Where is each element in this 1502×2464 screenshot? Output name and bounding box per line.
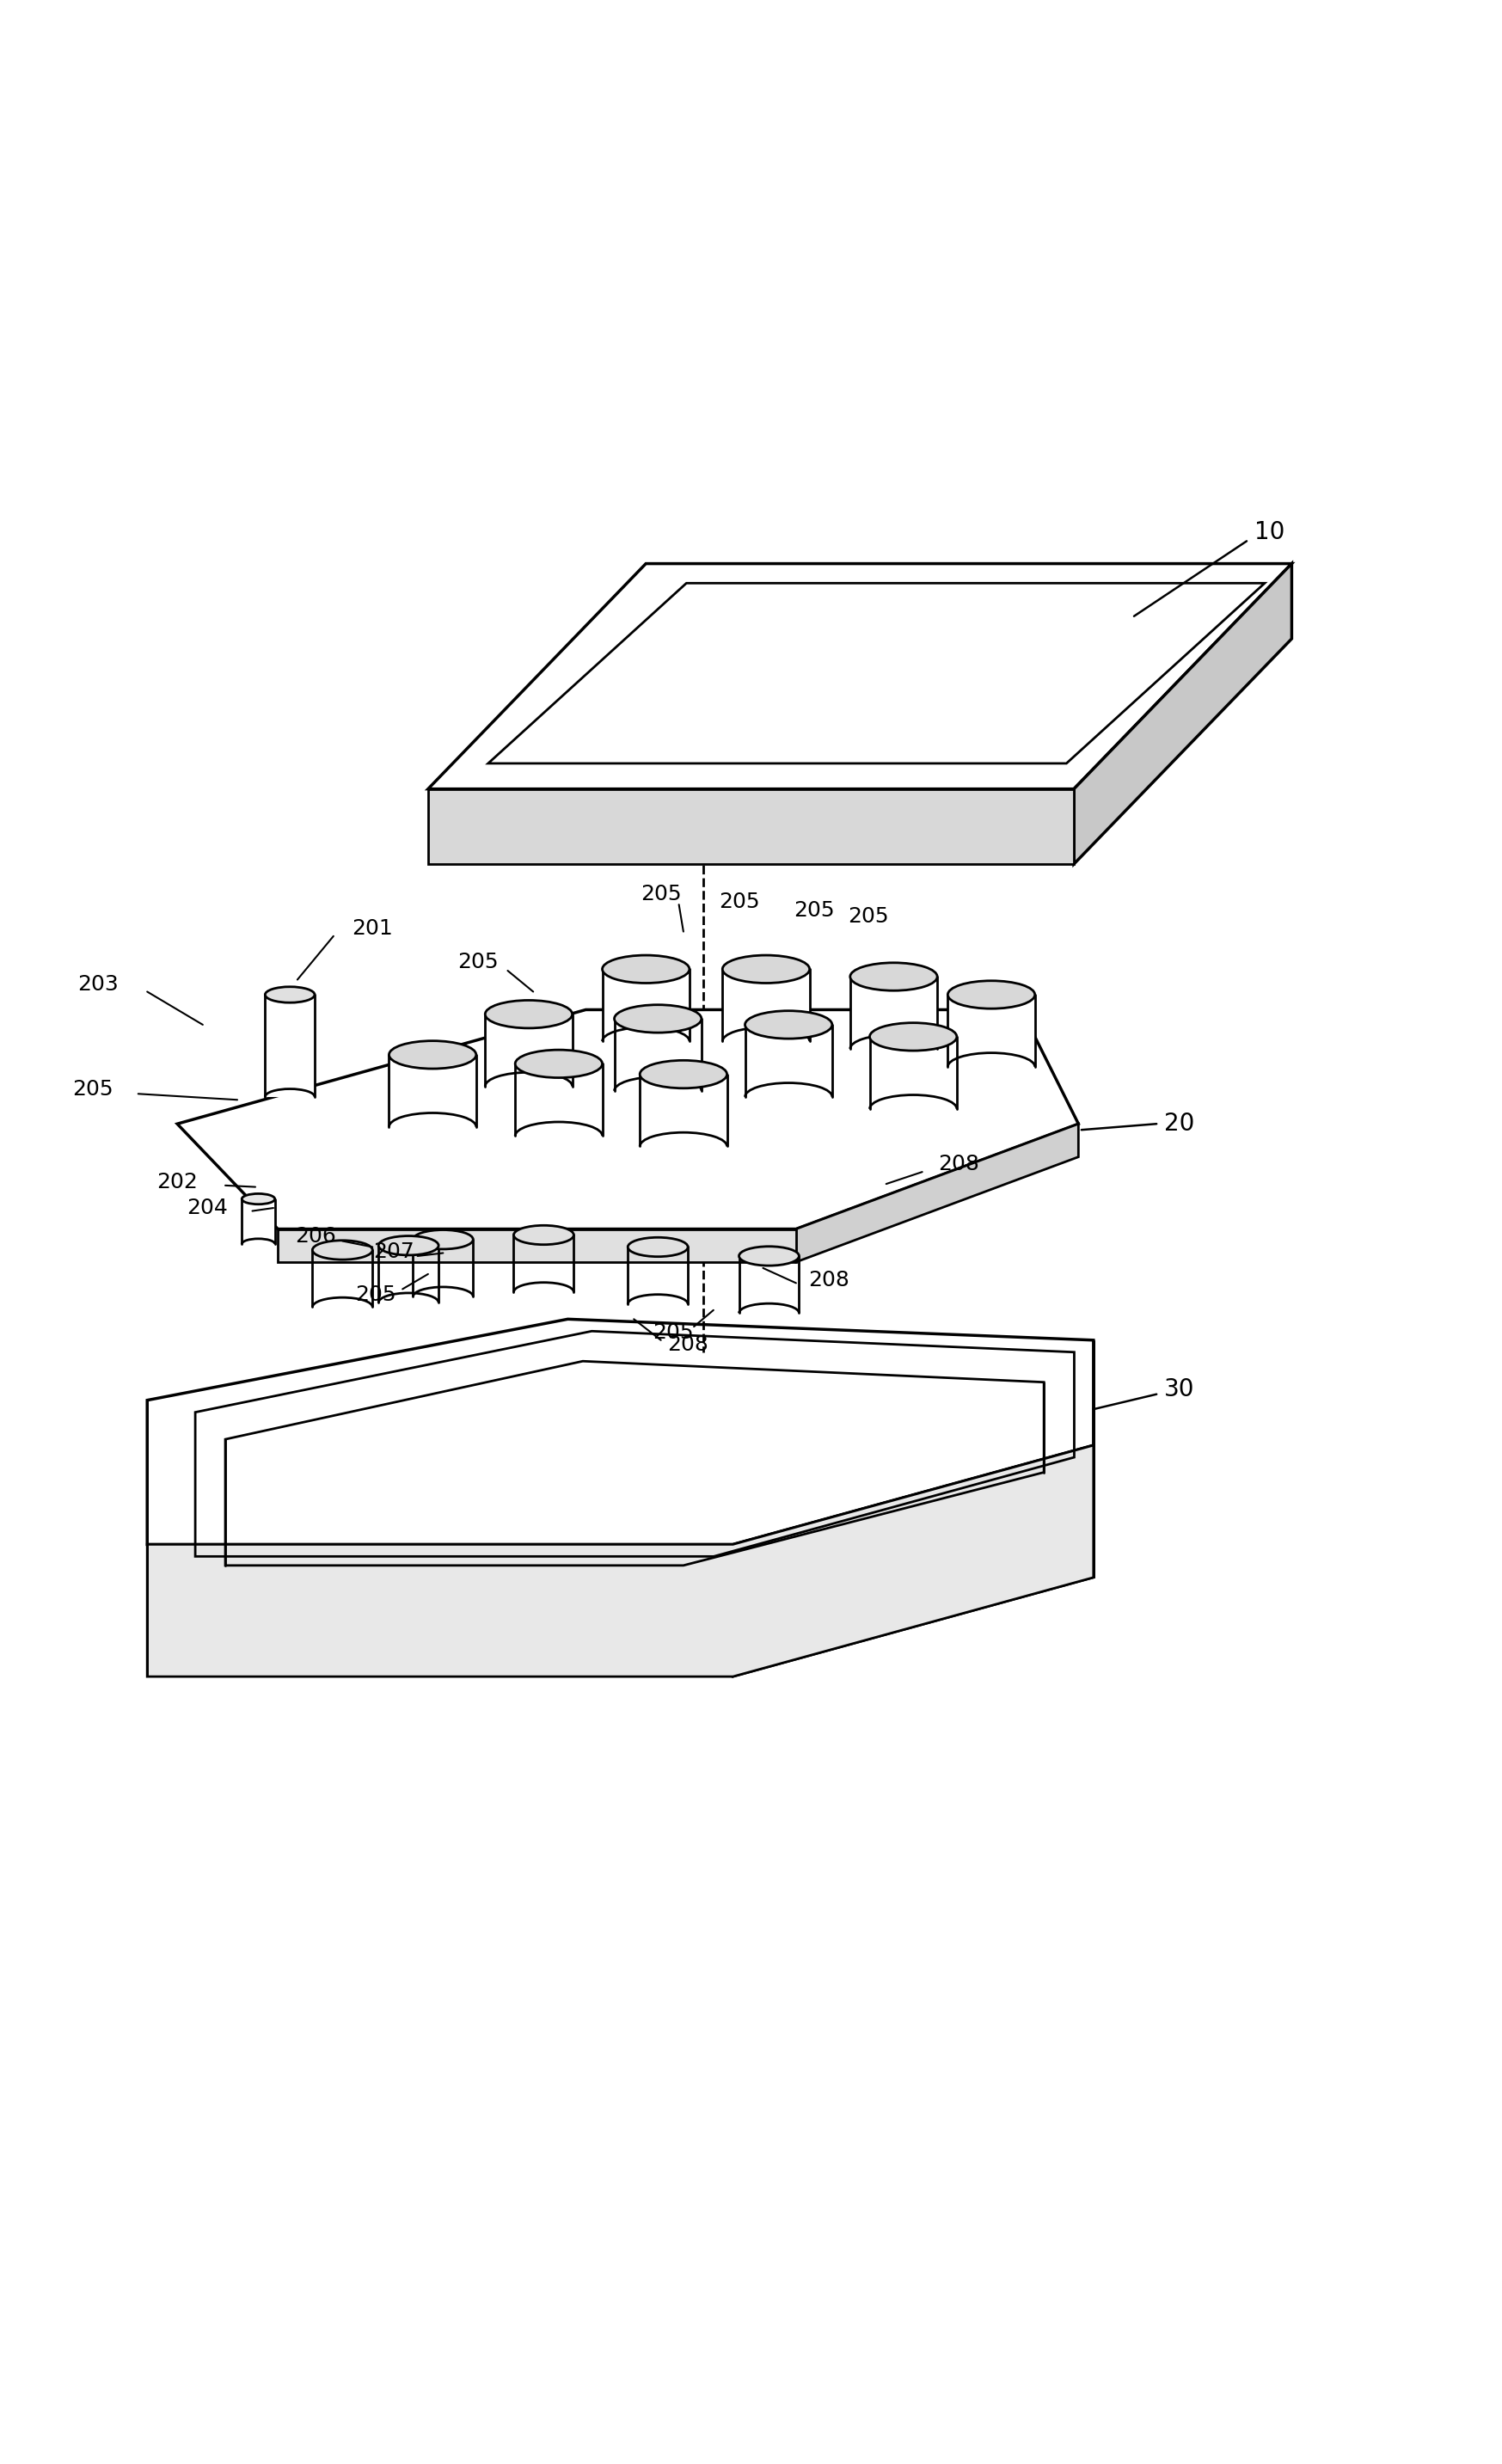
Polygon shape (264, 995, 315, 1096)
Polygon shape (379, 1244, 439, 1303)
Ellipse shape (602, 956, 689, 983)
Ellipse shape (242, 1193, 275, 1205)
Text: 205: 205 (640, 885, 682, 904)
Ellipse shape (628, 1237, 688, 1257)
Polygon shape (722, 968, 810, 1042)
Polygon shape (312, 1249, 372, 1306)
Ellipse shape (739, 1247, 799, 1266)
Polygon shape (428, 564, 1292, 788)
Ellipse shape (389, 1040, 476, 1069)
Ellipse shape (514, 1225, 574, 1244)
Polygon shape (739, 1257, 799, 1313)
Polygon shape (428, 788, 1074, 865)
Text: 30: 30 (1164, 1377, 1194, 1402)
Polygon shape (948, 995, 1035, 1067)
Text: 208: 208 (667, 1335, 709, 1355)
Ellipse shape (640, 1060, 727, 1089)
Text: 205: 205 (718, 892, 760, 912)
Ellipse shape (485, 1000, 572, 1027)
Polygon shape (389, 1055, 476, 1126)
Text: 205: 205 (793, 899, 835, 922)
Polygon shape (242, 1200, 275, 1244)
Text: 10: 10 (1254, 520, 1284, 545)
Polygon shape (640, 1074, 727, 1146)
Ellipse shape (312, 1239, 372, 1259)
Polygon shape (733, 1446, 1093, 1676)
Polygon shape (278, 1230, 796, 1262)
Polygon shape (602, 968, 689, 1042)
Ellipse shape (850, 963, 937, 991)
Text: 20: 20 (1164, 1111, 1194, 1136)
Polygon shape (870, 1037, 957, 1109)
Ellipse shape (870, 1023, 957, 1050)
Text: 205: 205 (847, 907, 889, 926)
Polygon shape (1074, 564, 1292, 865)
Polygon shape (147, 1446, 1093, 1676)
Polygon shape (413, 1239, 473, 1296)
Polygon shape (745, 1025, 832, 1096)
Polygon shape (514, 1234, 574, 1291)
Ellipse shape (614, 1005, 701, 1032)
Text: 203: 203 (77, 973, 119, 995)
Text: 205: 205 (72, 1079, 114, 1099)
Text: 201: 201 (351, 919, 394, 939)
Text: 208: 208 (937, 1153, 979, 1175)
Text: 206: 206 (294, 1227, 336, 1247)
Ellipse shape (722, 956, 810, 983)
Text: 205: 205 (652, 1323, 694, 1343)
Text: 205: 205 (354, 1284, 397, 1306)
Text: 202: 202 (156, 1173, 198, 1193)
Polygon shape (796, 1124, 1078, 1262)
Text: 205: 205 (457, 951, 499, 971)
Polygon shape (628, 1247, 688, 1303)
Polygon shape (515, 1064, 602, 1136)
Text: 204: 204 (186, 1198, 228, 1217)
Polygon shape (147, 1318, 1093, 1545)
Polygon shape (614, 1018, 701, 1092)
Ellipse shape (379, 1237, 439, 1254)
Polygon shape (177, 1010, 1078, 1230)
Polygon shape (850, 976, 937, 1050)
Ellipse shape (948, 981, 1035, 1008)
Ellipse shape (413, 1230, 473, 1249)
Ellipse shape (745, 1010, 832, 1040)
Text: 207: 207 (372, 1242, 415, 1262)
Text: 208: 208 (808, 1269, 850, 1291)
Ellipse shape (515, 1050, 602, 1077)
Ellipse shape (264, 986, 314, 1003)
Polygon shape (485, 1015, 572, 1087)
